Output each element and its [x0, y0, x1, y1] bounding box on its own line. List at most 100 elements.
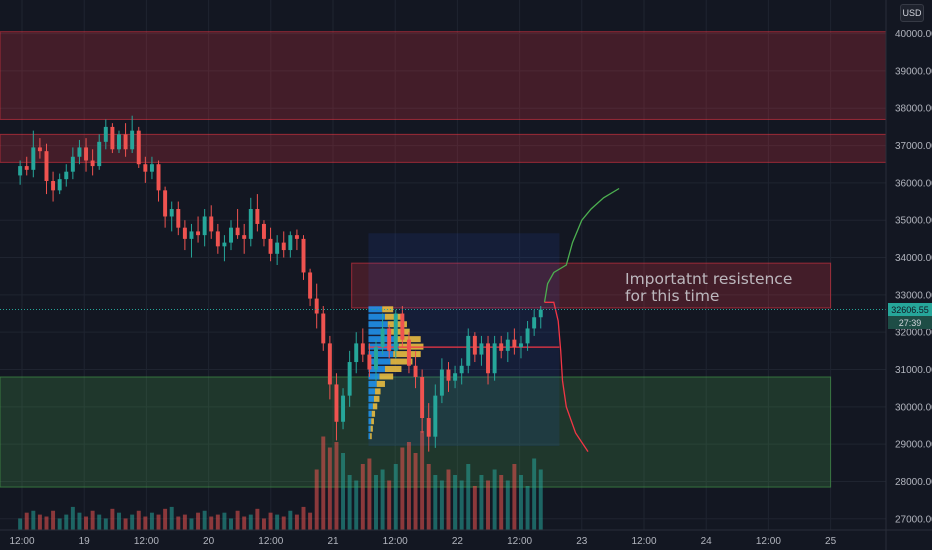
volume-bar [215, 514, 220, 530]
candle-body [163, 190, 168, 217]
volume-bar [512, 464, 517, 530]
volume-bar [459, 480, 464, 530]
volume-bar [532, 458, 537, 530]
price-tick-label: 31000.00 [895, 365, 932, 376]
bar-countdown-tag: 27:39 [888, 316, 932, 330]
profile-up-bar [368, 433, 371, 440]
volume-bar [360, 464, 365, 530]
candle-body [196, 231, 201, 236]
price-tick-label: 37000.00 [895, 141, 932, 152]
time-tick-label: 22 [452, 536, 464, 547]
time-tick-label: 12:00 [9, 536, 34, 547]
candle-body [130, 130, 135, 150]
candle-body [77, 147, 82, 157]
candle-body [149, 164, 154, 172]
candle-body [97, 141, 102, 167]
candle-body [354, 343, 359, 363]
volume-bar [37, 514, 42, 530]
volume-bar [301, 506, 306, 530]
candle-body [288, 235, 293, 251]
profile-up-bar [368, 403, 373, 410]
profile-up-bar [368, 358, 391, 365]
candle-body [123, 134, 128, 150]
candle-body [505, 339, 510, 351]
candle-body [512, 339, 517, 348]
price-axis[interactable]: 40000.00 39000.00 38000.00 37000.00 36000.00… [885, 0, 932, 550]
candle-body [37, 147, 42, 152]
volume-bar [380, 469, 385, 530]
candle-body [519, 343, 523, 348]
profile-down-bar [395, 336, 421, 343]
volume-bar [420, 431, 425, 530]
candle-body [143, 164, 148, 172]
currency-button[interactable]: USD [900, 4, 924, 22]
candle-body [314, 298, 319, 314]
candle-body [400, 313, 405, 340]
candlesticks [18, 115, 543, 452]
volume-bar [117, 512, 121, 530]
time-tick-label: 23 [576, 536, 588, 547]
profile-down-bar [370, 425, 373, 432]
volume-bar [492, 469, 497, 530]
profile-down-bar [371, 418, 374, 425]
volume-bar [406, 442, 411, 530]
volume-bar [314, 469, 319, 530]
candle-body [380, 328, 385, 348]
volume-bar [18, 518, 23, 530]
volume-bar [519, 475, 523, 530]
candle-body [51, 181, 56, 191]
candle-body [499, 343, 504, 351]
volume-bar [341, 453, 346, 530]
candle-body [413, 365, 418, 377]
volume-bar [130, 514, 135, 530]
profile-up-bar [368, 418, 372, 425]
time-tick-label: 20 [203, 536, 215, 547]
volume-bar [466, 464, 471, 530]
candle-body [18, 166, 23, 176]
volume-bar [24, 512, 29, 530]
volume-bar [281, 516, 286, 530]
volume-bar [31, 510, 36, 530]
candle-body [406, 339, 411, 366]
volume-bar [347, 475, 352, 530]
volume-bar [439, 480, 444, 530]
candle-body [242, 235, 247, 239]
profile-down-bar [384, 313, 402, 320]
resistance-annotation: Importatnt resistence for this time [625, 270, 793, 305]
volume-bar [110, 508, 115, 530]
candle-body [334, 384, 339, 422]
time-tick-label: 12:00 [134, 536, 159, 547]
time-axis[interactable]: 12:00 19 12:00 20 12:00 21 12:00 22 12:00 23 12:00… [0, 529, 932, 547]
profile-up-bar [368, 313, 385, 320]
volume-bar [196, 512, 201, 530]
bearish-projection-path [544, 301, 589, 452]
volume-bar [163, 508, 168, 530]
candle-body [44, 151, 49, 182]
candle-body [103, 126, 108, 142]
candle-body [374, 347, 378, 370]
volume-bar [426, 464, 431, 530]
candle-body [486, 343, 491, 374]
volume-bar [84, 516, 89, 530]
candle-body [70, 156, 75, 172]
profile-down-bar [390, 358, 413, 365]
volume-bar [261, 518, 266, 530]
candle-body [426, 418, 431, 437]
price-zones [0, 31, 887, 488]
candle-body [169, 209, 174, 217]
price-tick-label: 27000.00 [895, 514, 932, 525]
volume-bar [248, 514, 253, 530]
candle-body [281, 242, 286, 251]
candle-body [472, 335, 477, 355]
candle-body [90, 160, 95, 167]
candle-body [538, 309, 543, 318]
price-tick-label: 34000.00 [895, 253, 932, 264]
candle-body [341, 395, 346, 422]
candle-body [466, 335, 471, 366]
candle-body [64, 171, 69, 180]
volume-bar [453, 475, 458, 530]
volume-bar [387, 480, 392, 530]
volume-bar [321, 436, 326, 530]
candle-body [176, 209, 181, 228]
